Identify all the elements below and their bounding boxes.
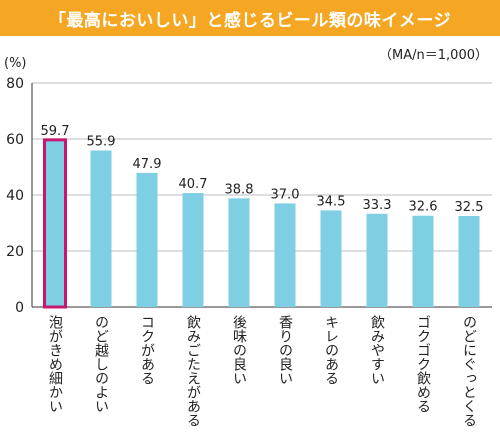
sample-note: （MA/n＝1,000） — [379, 48, 488, 63]
chart-title: 「最高においしい」と感じるビール類の味イメージ — [48, 10, 452, 31]
y-tick-label: 40 — [6, 188, 24, 204]
x-tick-label: 香りの良い — [277, 315, 293, 385]
x-tick-label: 泡がきめ細かい — [47, 315, 63, 413]
bar — [320, 210, 342, 307]
bar-value-label: 32.5 — [455, 200, 484, 215]
x-tick-label: 後味の良い — [231, 315, 247, 385]
bar — [182, 193, 204, 307]
x-tick-label: 飲みやすい — [369, 315, 385, 385]
x-tick-label: 飲みごたえがある — [185, 315, 201, 427]
x-tick-label: キレのある — [323, 315, 339, 385]
bar — [43, 138, 67, 309]
bar-value-label: 32.6 — [409, 200, 438, 215]
bar-value-label: 55.9 — [87, 134, 116, 149]
y-tick-label: 80 — [6, 76, 24, 92]
y-tick-label: 20 — [6, 244, 24, 260]
y-tick-label: 60 — [6, 132, 24, 148]
x-tick-label: のど越しのよい — [93, 315, 109, 413]
bar-value-label: 38.8 — [225, 182, 254, 197]
bar — [136, 172, 158, 307]
bar-value-label: 37.0 — [271, 187, 300, 202]
bar — [458, 216, 480, 307]
bar — [366, 213, 388, 307]
bar-value-label: 34.5 — [317, 194, 346, 209]
bar-value-label: 59.7 — [41, 124, 70, 139]
bar — [90, 150, 112, 307]
bar — [274, 203, 296, 307]
x-tick-label: のどにぐっとくる — [461, 315, 477, 427]
chart-title-bar: 「最高においしい」と感じるビール類の味イメージ — [0, 0, 500, 36]
x-tick-label: ゴクゴク飲める — [415, 315, 431, 413]
bar-value-label: 40.7 — [179, 177, 208, 192]
x-tick-label: コクがある — [139, 315, 155, 385]
bar-value-label: 33.3 — [363, 198, 392, 213]
bar-value-label: 47.9 — [133, 157, 162, 172]
bar — [228, 198, 250, 307]
y-tick-label: 0 — [15, 300, 24, 316]
y-axis-unit: (%) — [4, 56, 27, 71]
bar — [412, 215, 434, 307]
